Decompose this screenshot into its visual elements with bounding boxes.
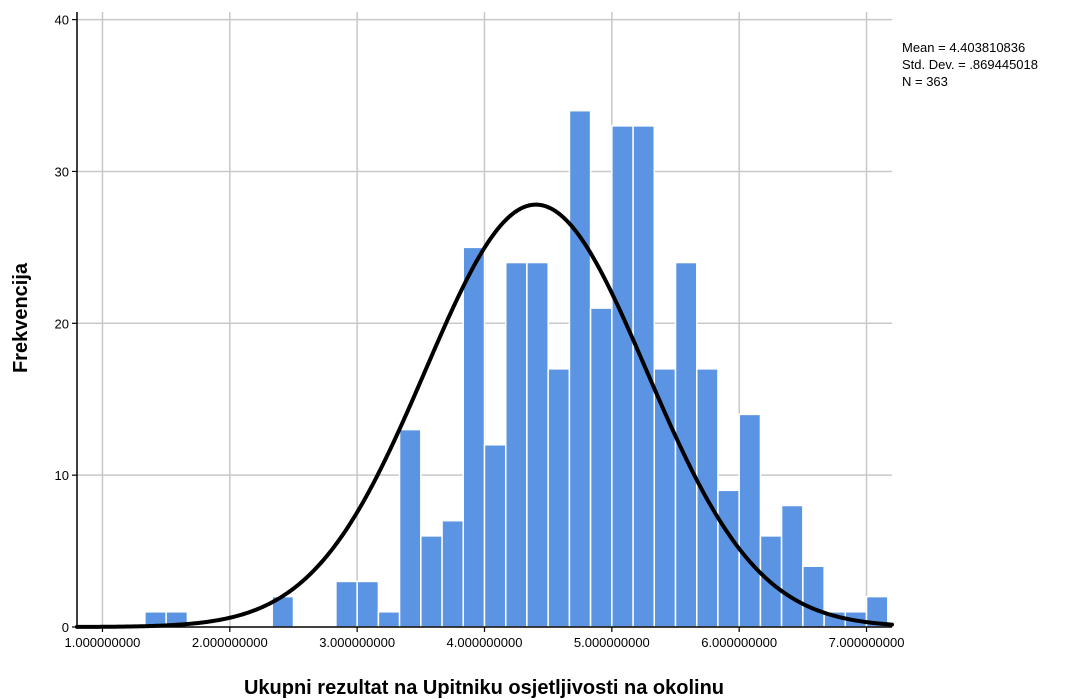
histogram-bar	[653, 368, 677, 628]
normal-curve	[75, 202, 894, 629]
statistics-box: Mean = 4.403810836 Std. Dev. = .86944501…	[902, 40, 1038, 89]
x-tick-label: 4.000000000	[447, 635, 523, 650]
x-tick-label: 5.000000000	[574, 635, 650, 650]
histogram-bar	[611, 125, 634, 628]
y-tick-label: 10	[55, 468, 69, 483]
histogram-bar	[483, 444, 507, 628]
histogram-bar	[420, 535, 443, 628]
histogram-bar	[589, 307, 613, 628]
x-tick-label: 2.000000000	[192, 635, 268, 650]
x-tick-label: 3.000000000	[319, 635, 395, 650]
histogram-bar	[526, 261, 549, 628]
y-axis-title: Frekvencija	[10, 262, 32, 373]
histogram-bar	[568, 109, 592, 628]
histogram-bar	[738, 413, 762, 628]
histogram-bars	[144, 109, 889, 628]
stats-n: N = 363	[902, 74, 948, 89]
y-tick-label: 0	[62, 620, 69, 635]
x-axis-title: Ukupni rezultat na Upitniku osjetljivost…	[244, 677, 724, 699]
tick-labels: 1.000000000 2.000000000 3.000000000 4.00000…	[55, 13, 905, 650]
histogram-bar	[377, 611, 401, 628]
x-tick-label: 1.000000000	[65, 635, 141, 650]
y-tick-label: 40	[55, 13, 69, 28]
histogram-bar	[441, 519, 464, 628]
histogram-bar	[547, 368, 571, 628]
histogram-bar	[505, 261, 528, 628]
x-tick-label: 7.000000000	[829, 635, 905, 650]
y-tick-label: 30	[55, 164, 69, 179]
y-tick-label: 20	[55, 316, 69, 331]
x-tick-label: 6.000000000	[701, 635, 777, 650]
histogram-bar	[462, 246, 486, 628]
stats-std-dev: Std. Dev. = .869445018	[902, 57, 1038, 72]
histogram-bar	[335, 580, 358, 628]
stats-mean: Mean = 4.403810836	[902, 40, 1025, 55]
histogram-bar	[717, 489, 740, 628]
histogram-bar	[356, 580, 380, 628]
histogram-bar	[802, 565, 825, 628]
histogram-bar	[780, 504, 804, 628]
histogram-bar	[398, 428, 422, 628]
